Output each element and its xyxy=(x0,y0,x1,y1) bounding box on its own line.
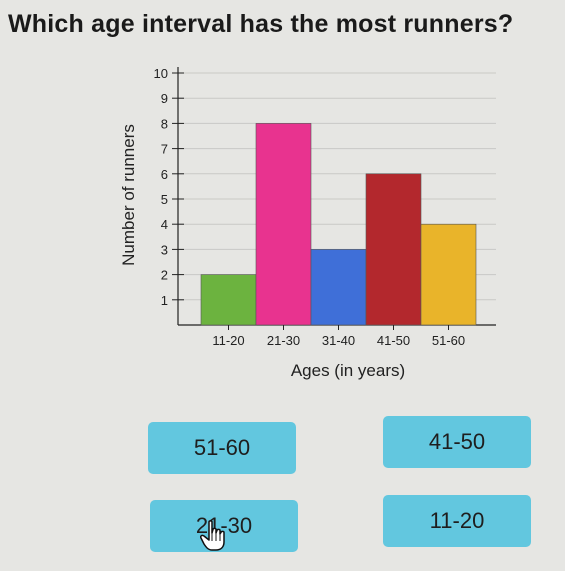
question-text: Which age interval has the most runners? xyxy=(8,10,514,38)
hand-pointer-icon xyxy=(200,520,226,557)
x-tick-label: 31-40 xyxy=(322,333,355,348)
x-tick-label: 11-20 xyxy=(212,333,244,348)
answer-choice-21-30[interactable]: 21-30 xyxy=(150,500,298,552)
x-tick-label: 21-30 xyxy=(267,333,300,348)
y-tick-label: 2 xyxy=(161,268,168,283)
bar xyxy=(365,173,422,326)
bar xyxy=(255,123,312,326)
bar xyxy=(200,274,257,326)
y-tick-label: 4 xyxy=(161,217,168,232)
y-tick-label: 5 xyxy=(161,192,168,207)
answer-choice-41-50[interactable]: 41-50 xyxy=(383,416,531,468)
bar-chart: 1 2 3 4 5 6 7 8 9 10 11-20 21-30 31-40 41-50 51-60 Ages… xyxy=(119,66,496,380)
y-tick-label: 1 xyxy=(161,293,168,308)
bar xyxy=(310,249,367,326)
y-axis-label: Number of runners xyxy=(119,124,138,266)
y-tick-label: 9 xyxy=(161,91,168,106)
y-tick-label: 6 xyxy=(161,167,168,182)
x-tick-label: 41-50 xyxy=(377,333,410,348)
bar xyxy=(420,223,477,326)
y-tick-label: 8 xyxy=(161,116,168,131)
y-tick-label: 3 xyxy=(161,242,168,257)
x-tick-label: 51-60 xyxy=(432,333,465,348)
answer-choice-51-60[interactable]: 51-60 xyxy=(148,422,296,474)
x-axis-label: Ages (in years) xyxy=(291,361,405,380)
answer-choice-11-20[interactable]: 11-20 xyxy=(383,495,531,547)
y-tick-label: 7 xyxy=(161,142,168,157)
y-tick-label: 10 xyxy=(154,66,168,81)
